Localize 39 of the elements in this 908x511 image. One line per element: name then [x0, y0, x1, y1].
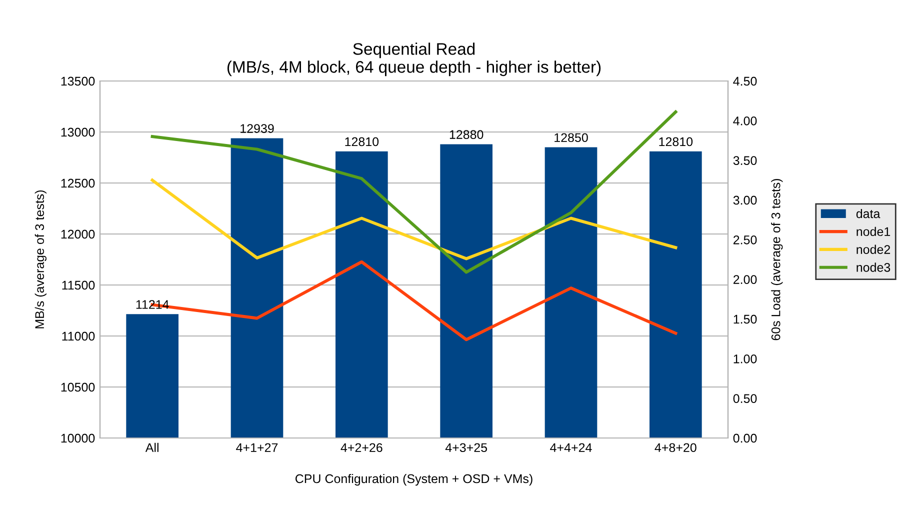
- y2-tick-label: 1.00: [734, 354, 757, 364]
- y2-tick-label: 3.50: [733, 156, 757, 165]
- legend-label: node3: [856, 262, 890, 272]
- y2-axis-title: 60s Load (average of 3 tests): [771, 178, 783, 340]
- data-label: 11214: [136, 300, 169, 309]
- y-tick-label: 12000: [61, 230, 95, 239]
- y2-tick-label: 3.00: [733, 196, 757, 205]
- x-tick-label: 4+8+20: [654, 443, 696, 452]
- y-tick-label: 10000: [61, 434, 95, 443]
- x-tick-label: 4+2+26: [340, 443, 382, 452]
- y-tick-label: 13000: [61, 128, 95, 137]
- y2-tick-label: 0.50: [733, 394, 757, 403]
- legend-label: data: [856, 208, 880, 218]
- y-tick-label: 11500: [62, 280, 95, 290]
- data-label: 12810: [345, 137, 379, 146]
- x-tick-label: 4+3+25: [445, 443, 488, 452]
- y2-tick-label: 1.50: [734, 314, 757, 324]
- y-tick-label: 12500: [61, 178, 95, 188]
- y-tick-label: 11000: [62, 332, 95, 341]
- legend-label: node2: [856, 244, 890, 254]
- y-tick-label: 13500: [61, 76, 95, 86]
- y2-tick-label: 4.50: [733, 76, 757, 86]
- y-axis-title: MB/s (average of 3 tests): [34, 190, 46, 328]
- data-label: 12810: [659, 137, 693, 146]
- x-tick-label: All: [145, 442, 158, 452]
- data-label: 12880: [450, 130, 484, 139]
- x-tick-label: 4+4+24: [550, 443, 592, 452]
- chart-title: Sequential Read (MB/s, 4M block, 64 queue depth - higher is better): [227, 42, 601, 76]
- y-tick-label: 10500: [61, 382, 95, 392]
- x-axis-title: CPU Configuration (System + OSD + VMs): [296, 474, 532, 486]
- y2-tick-label: 2.00: [733, 275, 757, 284]
- line-series: [150, 178, 678, 260]
- data-label: 12939: [240, 124, 274, 133]
- legend-label: node1: [856, 226, 890, 236]
- x-tick-label: 4+1+27: [236, 443, 278, 452]
- y2-tick-label: 2.50: [733, 235, 757, 244]
- y2-tick-label: 4.00: [733, 116, 757, 126]
- data-label: 12850: [554, 133, 588, 142]
- y2-tick-label: 0.00: [733, 434, 757, 443]
